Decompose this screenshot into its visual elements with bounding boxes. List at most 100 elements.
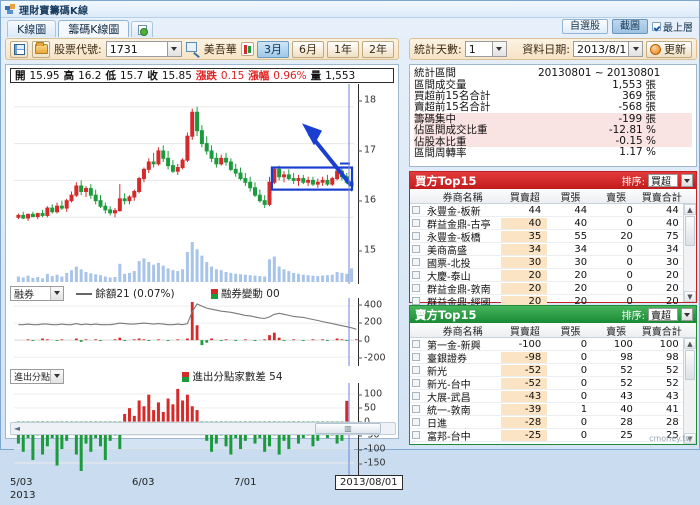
stat-days-input[interactable]: 1: [464, 41, 493, 57]
row-checkbox[interactable]: [410, 353, 423, 361]
row-checkbox[interactable]: [410, 245, 423, 253]
scroll-up-button[interactable]: ▲: [684, 338, 696, 349]
table-row[interactable]: 臺銀證券 -98 0 98 98: [410, 351, 696, 365]
table-row[interactable]: 日進 -28 0 28 28: [410, 416, 696, 430]
table-row[interactable]: 群益金鼎-古亭 40 40 0 40: [410, 217, 696, 231]
mid-axis-line: [358, 298, 359, 366]
cell-name: 日進: [426, 418, 447, 430]
branch-type-select[interactable]: 進出分點...: [10, 368, 64, 384]
row-checkbox[interactable]: [410, 219, 423, 227]
table-row[interactable]: 第一金-新興 -100 0 100 100: [410, 338, 696, 352]
bar-swatch: [210, 288, 218, 299]
stat-value: 1,553 張: [612, 78, 656, 91]
chevron-down-icon[interactable]: [50, 369, 63, 383]
data-date-input[interactable]: 2013/8/1: [573, 41, 629, 57]
period-1y-button[interactable]: 1年: [327, 40, 359, 58]
table-row[interactable]: 永豐金-板新 44 44 0 44: [410, 204, 696, 218]
sell-table-scrollbar[interactable]: ▲ ▼: [683, 338, 696, 444]
scroll-up-button[interactable]: ▲: [684, 204, 696, 215]
sell-col-sell[interactable]: 賣張: [606, 326, 627, 338]
scrollbar-thumb[interactable]: [685, 216, 695, 246]
always-on-top-toggle[interactable]: 最上層: [652, 19, 693, 34]
margin-type-select[interactable]: 融券: [10, 285, 64, 301]
buy-sort-value[interactable]: 買超: [648, 174, 678, 188]
data-date-dropdown-button[interactable]: [629, 41, 643, 57]
row-checkbox[interactable]: [410, 379, 423, 387]
buy-table-scrollbar[interactable]: ▲ ▼: [683, 204, 696, 302]
table-row[interactable]: 大慶-泰山 20 20 0 20: [410, 269, 696, 283]
scroll-down-button[interactable]: ▼: [684, 433, 696, 444]
table-row[interactable]: 富邦-台中 -25 0 25 25: [410, 429, 696, 443]
search-icon[interactable]: [185, 42, 200, 56]
row-checkbox[interactable]: [410, 284, 423, 292]
stock-code-dropdown-button[interactable]: [167, 41, 182, 57]
row-checkbox[interactable]: [410, 340, 423, 348]
row-checkbox[interactable]: [410, 392, 423, 400]
table-row[interactable]: 統一-敦南 -39 1 40 41: [410, 403, 696, 417]
screenshot-button[interactable]: 截圖: [612, 19, 648, 34]
cell-name: 群益金鼎-經國: [426, 297, 491, 309]
buy-col-name: 券商名稱: [442, 192, 483, 204]
period-6m-button[interactable]: 6月: [292, 40, 324, 58]
row-checkbox[interactable]: [410, 366, 423, 374]
stock-code-input[interactable]: 1731: [105, 41, 168, 57]
cell-total: 52: [666, 364, 679, 376]
chevron-down-icon[interactable]: [681, 308, 693, 321]
row-checkbox[interactable]: [410, 206, 423, 214]
stat-row: 佔股本比重 -0.15 %: [414, 135, 692, 148]
sell-col-buy[interactable]: 買張: [560, 326, 581, 338]
scroll-left-button[interactable]: ◄: [13, 424, 21, 433]
scrollbar-thumb[interactable]: [685, 350, 695, 380]
sell-col-net[interactable]: 買賣超: [509, 326, 540, 338]
cell-total: 100: [659, 338, 679, 350]
x-label-2: 6/03: [132, 477, 155, 488]
tab-chip-kline[interactable]: 籌碼K線圖: [58, 20, 130, 37]
margin-chart-svg: [14, 298, 358, 366]
table-row[interactable]: 國票-北投 30 30 0 30: [410, 256, 696, 270]
new-tab-button[interactable]: [131, 21, 154, 37]
table-row[interactable]: 永豐金-板橋 35 55 20 75: [410, 230, 696, 244]
row-checkbox[interactable]: [410, 258, 423, 266]
axis-tick-label: 100: [357, 388, 383, 400]
sell-col-total[interactable]: 買賣合計: [641, 326, 682, 338]
stat-days-dropdown-button[interactable]: [492, 41, 507, 57]
watchlist-button[interactable]: 自選股: [562, 19, 608, 34]
buy-col-sell[interactable]: 賣張: [606, 192, 627, 204]
buy-sort-control[interactable]: 排序: 買超: [622, 173, 693, 188]
table-row[interactable]: 新光-台中 -52 0 52 52: [410, 377, 696, 391]
period-2y-button[interactable]: 2年: [362, 40, 394, 58]
margin-chart-panel[interactable]: [10, 298, 358, 366]
chevron-down-icon[interactable]: [50, 286, 63, 300]
save-button[interactable]: [10, 40, 28, 58]
buy-col-buy[interactable]: 買張: [560, 192, 581, 204]
row-checkbox[interactable]: [410, 232, 423, 240]
sell-top15-table[interactable]: 賣方Top15 排序: 賣超 券商名稱 買賣超 買張 賣張 買賣合計 第一金-新…: [409, 305, 697, 445]
row-checkbox[interactable]: [410, 271, 423, 279]
table-row[interactable]: 群益金鼎-敦南 20 20 0 20: [410, 282, 696, 296]
sell-sort-value[interactable]: 賣超: [648, 308, 678, 322]
row-checkbox[interactable]: [410, 297, 423, 305]
tab-kline[interactable]: K線圖: [7, 20, 57, 37]
refresh-button[interactable]: 更新: [646, 40, 692, 58]
table-row[interactable]: 大展-武昌 -43 0 43 43: [410, 390, 696, 404]
buy-top15-table[interactable]: 買方Top15 排序: 買超 券商名稱 買賣超 買張 賣張 買賣合計 永豐金-板…: [409, 171, 697, 309]
row-checkbox[interactable]: [410, 405, 423, 413]
scroll-down-button[interactable]: ▼: [684, 291, 696, 302]
scrollbar-thumb[interactable]: ▥: [315, 423, 381, 434]
table-row[interactable]: 美商高盛 34 34 0 34: [410, 243, 696, 257]
open-button[interactable]: [32, 40, 50, 58]
chart-area[interactable]: 開 15.95 高 16.2 低 15.7 收 15.85 漲跌 0.15 漲幅…: [5, 64, 403, 501]
table-row[interactable]: 新光 -52 0 52 52: [410, 364, 696, 378]
cell-total: 52: [666, 377, 679, 389]
period-3m-button[interactable]: 3月: [257, 40, 289, 58]
chart-horizontal-scrollbar[interactable]: ◄ ▥: [10, 422, 396, 435]
row-checkbox[interactable]: [410, 431, 423, 439]
price-panel[interactable]: [10, 84, 358, 284]
sell-sort-control[interactable]: 排序: 賣超: [622, 307, 693, 322]
row-checkbox[interactable]: [410, 418, 423, 426]
candlestick-toggle-icon[interactable]: [241, 42, 254, 56]
cell-name: 富邦-台中: [426, 431, 471, 443]
buy-col-total[interactable]: 買賣合計: [641, 192, 682, 204]
buy-col-net[interactable]: 買賣超: [509, 192, 540, 204]
chevron-down-icon[interactable]: [681, 174, 693, 187]
